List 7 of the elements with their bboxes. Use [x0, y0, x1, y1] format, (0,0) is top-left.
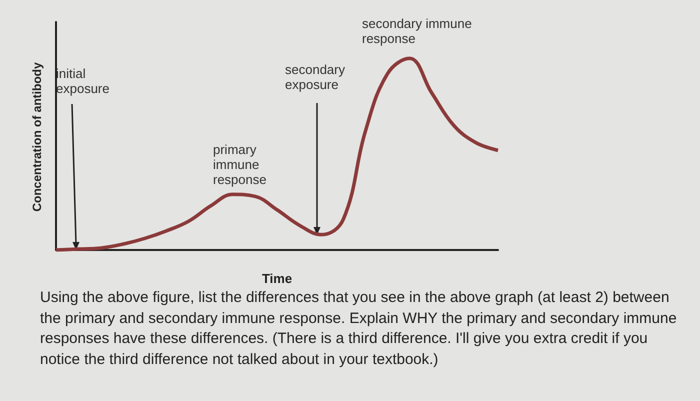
text: Using the above figure, list the differences that you see in the above graph (at least 2) between the primary and secondary immune response. Explain WHY the primary and secondary immune responses have these differences. (There is a third difference. I'll give you extra credit if you notice the third difference not talked about in your textbook.) [40, 288, 678, 370]
x-axis-title: Time [262, 271, 292, 286]
annotation: secondary exposure [285, 62, 349, 92]
text: secondary immune response [362, 16, 476, 46]
annotation: primary immune response [213, 142, 266, 187]
annotation: initial exposure [56, 66, 110, 96]
y-axis-title: Concentration of antibody [30, 62, 44, 212]
